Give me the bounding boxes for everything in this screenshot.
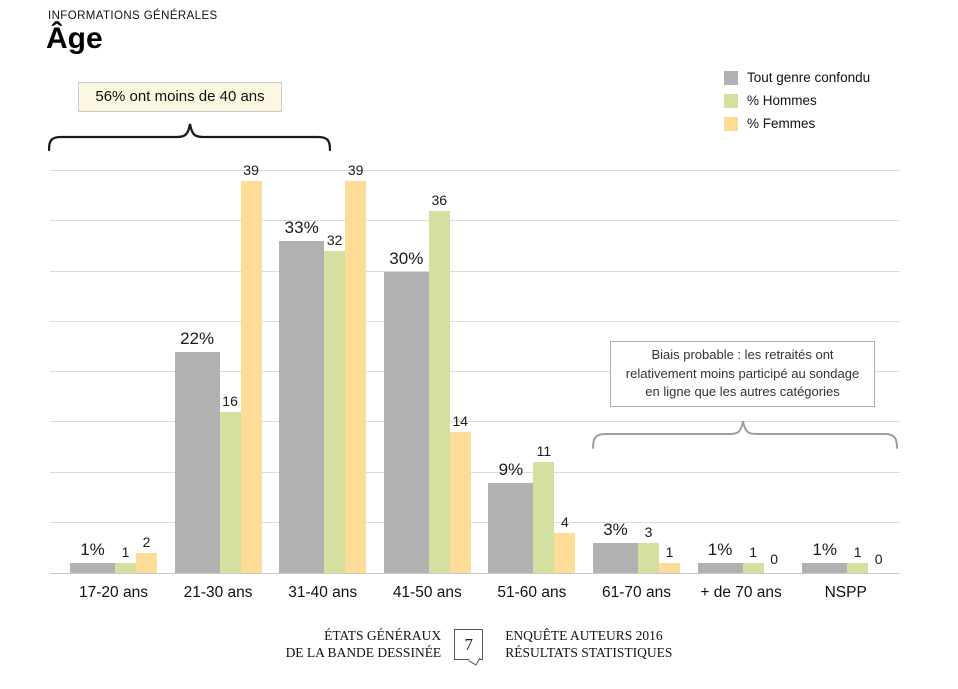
bar-value-label: 16 [222, 393, 238, 410]
bar-value-label: 0 [874, 551, 883, 567]
gridline-20 [50, 371, 900, 372]
category-label-1: 21-30 ans [183, 584, 253, 601]
brace-bias-icon [592, 417, 898, 449]
bar-value-label: 39 [243, 162, 259, 179]
footer-publisher-line2: DE LA BANDE DESSINÉE [285, 644, 442, 660]
bias-line-2: relativement moins participé au sondage [625, 365, 860, 381]
bar-chart: 1% 1 2 17-20 ans 22% 16 39 21-30 ans 33% 32 39 31-4… [50, 162, 900, 601]
green-swatch-icon [724, 93, 738, 108]
gridline-15 [50, 421, 900, 423]
bar-series1-cat0 [115, 562, 136, 573]
bar-value-label: 1 [853, 543, 862, 560]
section-kicker: INFORMATIONS GÉNÉRALES [48, 10, 218, 22]
bar-series1-cat1 [219, 412, 241, 573]
legend-item-tout-genre: Tout genre confondu [724, 70, 870, 85]
bar-series1-cat5 [638, 542, 659, 573]
bar-series2-cat2 [345, 181, 367, 573]
bar-series0-cat2 [279, 241, 325, 573]
gridline-25 [50, 320, 900, 322]
category-label-4: 51-60 ans [497, 584, 567, 601]
bar-series2-cat3 [449, 432, 471, 573]
bar-series1-cat3 [428, 211, 450, 573]
bar-value-label: 32 [326, 232, 343, 249]
bar-value-label: 3% [603, 519, 628, 539]
bar-value-label: 36 [431, 192, 448, 209]
bar-series0-cat4 [488, 482, 534, 573]
bar-series2-cat0 [136, 552, 157, 573]
gray-swatch-icon [724, 70, 738, 85]
bar-series2-cat5 [659, 562, 680, 573]
bar-series0-cat5 [593, 542, 638, 573]
bar-series1-cat7 [847, 562, 869, 573]
annotation-bias: Biais probable : les retraités ont relat… [610, 341, 875, 407]
bar-value-label: 3 [644, 523, 653, 540]
bar-series1-cat4 [533, 462, 555, 573]
bar-value-label: 1 [665, 543, 674, 560]
legend-label: Tout genre confondu [747, 70, 871, 85]
bar-series0-cat0 [70, 562, 115, 573]
footer-publisher-line1: ÉTATS GÉNÉRAUX [324, 628, 442, 643]
bar-value-label: 2 [142, 533, 151, 550]
page-number: 7 [464, 634, 473, 654]
bar-value-label: 0 [770, 551, 778, 567]
bias-line-1: Biais probable : les retraités ont [651, 346, 834, 362]
bar-series0-cat1 [174, 351, 220, 573]
bar-value-label: 14 [452, 413, 469, 430]
bar-value-label: 11 [536, 443, 552, 460]
bar-value-label: 39 [347, 162, 364, 179]
bias-line-3: en ligne que les autres catégories [645, 384, 840, 400]
bar-series1-cat6 [742, 562, 764, 573]
page-title: Âge [46, 22, 103, 55]
speech-tail-icon [468, 653, 481, 667]
bar-value-label: 1% [812, 539, 837, 559]
yellow-swatch-icon [724, 116, 738, 131]
bar-value-label: 1% [80, 539, 105, 559]
category-label-2: 31-40 ans [288, 584, 358, 601]
footer-survey: ENQUÊTE AUTEURS 2016 RÉSULTATS STATISTIQ… [505, 628, 672, 662]
bar-value-label: 1% [707, 539, 733, 559]
category-label-3: 41-50 ans [392, 584, 462, 601]
gridline-30 [50, 270, 900, 272]
bar-series2-cat1 [240, 181, 262, 573]
legend-item-hommes: % Hommes [724, 93, 870, 108]
page-footer: ÉTATS GÉNÉRAUX DE LA BANDE DESSINÉE 7 EN… [0, 628, 958, 667]
annotation-under-40: 56% ont moins de 40 ans [78, 82, 282, 112]
bar-value-label: 33% [284, 218, 319, 238]
bar-value-label: 30% [389, 248, 424, 268]
bar-series1-cat2 [324, 251, 346, 573]
footer-publisher: ÉTATS GÉNÉRAUX DE LA BANDE DESSINÉE [286, 628, 442, 662]
gridline-40 [50, 170, 900, 171]
gridline-35 [50, 220, 900, 222]
legend-item-femmes: % Femmes [724, 116, 870, 131]
bar-series0-cat3 [383, 271, 429, 573]
category-label-7: NSPP [824, 584, 867, 601]
chart-legend: Tout genre confondu % Hommes % Femmes [724, 70, 870, 139]
footer-survey-line1: ENQUÊTE AUTEURS 2016 [505, 628, 663, 643]
bar-series0-cat7 [802, 562, 848, 573]
bar-value-label: 9% [498, 459, 524, 479]
bar-value-label: 1 [749, 543, 757, 560]
footer-survey-line2: RÉSULTATS STATISTIQUES [505, 644, 673, 660]
legend-label: % Hommes [747, 93, 817, 108]
category-label-6: + de 70 ans [700, 584, 782, 601]
bar-series2-cat4 [554, 532, 576, 573]
legend-label: % Femmes [747, 116, 816, 131]
bar-series0-cat6 [697, 562, 743, 573]
gridline-10 [50, 471, 900, 473]
bar-value-label: 1 [121, 543, 130, 560]
bar-value-label: 4 [560, 513, 569, 530]
bar-value-label: 22% [180, 328, 215, 348]
page-number-badge: 7 [454, 629, 484, 667]
gridline-5 [50, 521, 900, 523]
category-label-5: 61-70 ans [602, 584, 671, 601]
brace-under-40-icon [48, 119, 331, 151]
category-label-0: 17-20 ans [79, 584, 148, 601]
